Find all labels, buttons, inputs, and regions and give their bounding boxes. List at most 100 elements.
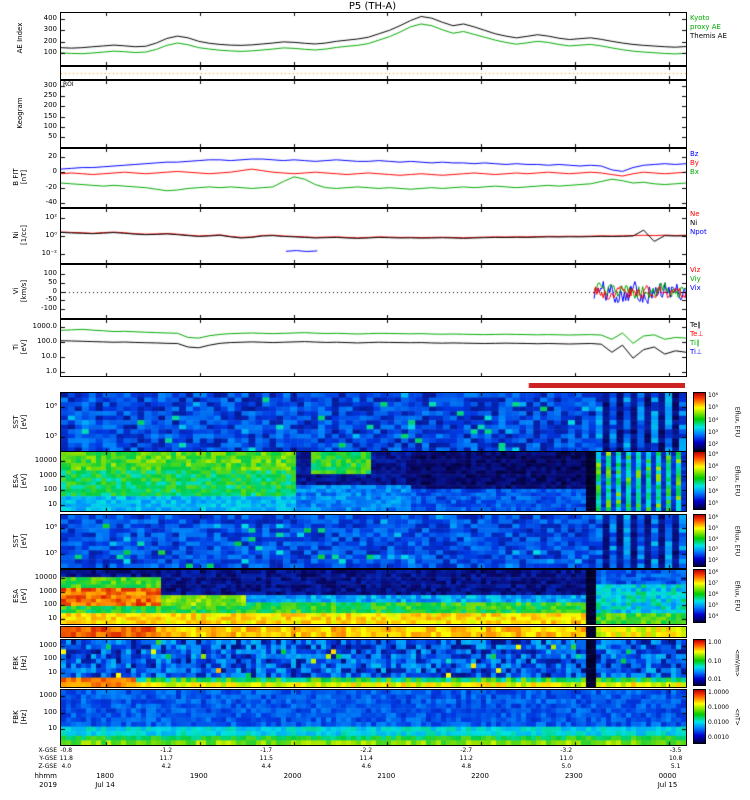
hour-tick-label: 1800: [96, 772, 114, 780]
ytick-label: 10: [48, 614, 57, 622]
coord-row-Z-GSE: Z-GSE 4.0 4.2 4.4 4.6 4.8 5.0 5.1: [0, 763, 750, 771]
ytick-label: 250: [43, 91, 57, 99]
plot-canvas-esa-i-strip: [60, 626, 687, 638]
series-label-ti-2: Ti∥: [690, 339, 700, 347]
plot-canvas-fbk-b: [60, 689, 687, 746]
series-label-ae-0: Kyoto: [690, 14, 710, 22]
date-start-label: Jul 14: [95, 781, 115, 789]
colorbar-tick: 10⁹: [708, 451, 719, 458]
hour-tick-label: 1900: [189, 772, 208, 780]
colorbar-tick: 0.10: [708, 658, 722, 665]
ytick-label: 1000: [39, 641, 57, 649]
colorbar-tick: 10⁸: [708, 463, 719, 470]
hour-tick-label: 2300: [564, 772, 583, 780]
coord-value: 11.0: [559, 755, 573, 762]
panel-sst-i: SST [eV] 10⁶ 10⁵ 10⁶ 10⁵ 10⁴ 10³ 10² Eflux, EFU: [0, 514, 750, 569]
ytick-label: 150: [43, 112, 57, 120]
plot-canvas-sst-i: [60, 514, 687, 569]
colorbar-tick: 10²: [708, 441, 719, 448]
ytick-label: 1000: [39, 691, 57, 699]
plot-canvas-sst-e: [60, 392, 687, 453]
axis-label-sst-i: SST [eV]: [12, 533, 28, 548]
ytick-label: 300: [43, 25, 57, 33]
plot-canvas-fbk-e: [60, 639, 687, 688]
ytick-label: 100: [43, 600, 57, 608]
series-label-bfit-2: Bx: [690, 168, 699, 176]
ytick-label: 50: [48, 132, 57, 140]
colorbar-tick: 10⁵: [708, 525, 719, 532]
ytick-label: 10: [48, 724, 57, 732]
hhmm-label: hhmm: [34, 772, 57, 780]
colorbar-unit-label: <mV/m>: [733, 648, 741, 677]
ytick-label: 100: [43, 122, 57, 130]
colorbar-tick: 10⁶: [708, 514, 719, 521]
ytick-label: 10⁵: [45, 432, 57, 440]
colorbar-unit-label: Eflux, EFU: [733, 525, 741, 556]
hhmm-row: hhmm 1800 1900 2000 2100 2200 2300 0000: [0, 772, 750, 780]
colorbar-tick: 10⁷: [708, 580, 719, 587]
panel-ti: Ti [eV] 1000.0 100.0 10.0 1.0 Te∥ Te⊥ Ti∥ Ti⊥: [0, 319, 750, 377]
colorbar-tick: 10⁷: [708, 476, 719, 483]
coord-value: 11.7: [159, 755, 173, 762]
year-label: 2019: [39, 781, 57, 789]
ytick-label: -20: [45, 183, 57, 191]
ytick-label: 100: [43, 654, 57, 662]
plot-canvas-esa-e: [60, 451, 687, 512]
time-axis: X-GSE -0.8 -1.2 -1.7 -2.2 -2.7 -3.2 -3.5 Y-GSE 11…: [0, 747, 750, 799]
ytick-label: 100.0: [36, 337, 57, 345]
series-label-ti-0: Te∥: [690, 321, 701, 329]
colorbar-unit-label: Eflux, EFU: [733, 406, 741, 437]
series-label-bfit-1: By: [690, 159, 699, 167]
coord-row-label: Z-GSE: [38, 763, 57, 770]
ytick-label: 10: [48, 500, 57, 508]
ytick-label: 1000.0: [32, 322, 58, 330]
page-title: P5 (TH-A): [348, 1, 397, 12]
colorbar-tick: 10⁶: [708, 392, 719, 399]
plot-canvas-roi-bar: [60, 383, 685, 388]
coord-value: -2.2: [360, 747, 373, 754]
coord-value: 11.4: [359, 755, 373, 762]
ytick-label: 10000: [34, 456, 57, 464]
series-label-bfit-0: Bz: [690, 150, 699, 158]
colorbar-sst-i: [693, 514, 706, 567]
series-label-ae-2: Themis AE: [690, 32, 727, 40]
ytick-label: 100: [43, 485, 57, 493]
series-label-ae-1: proxy AE: [690, 23, 721, 31]
ytick-label: 10: [48, 668, 57, 676]
colorbar-esa-i: [693, 569, 706, 623]
colorbar-tick: 10⁴: [708, 613, 719, 620]
coord-value: 11.8: [59, 755, 73, 762]
coord-value: 4.6: [361, 763, 372, 770]
ytick-label: 0: [52, 287, 57, 295]
coord-value: -1.2: [160, 747, 173, 754]
colorbar-sst-e: [693, 392, 706, 451]
ytick-label: 200: [43, 37, 57, 45]
colorbar-tick: 0.1000: [708, 704, 729, 711]
plot-canvas-esa-i: [60, 569, 687, 625]
plot-canvas-ae-coverage: [60, 66, 687, 80]
plot-canvas-ti: [60, 319, 687, 377]
coord-value: -2.7: [460, 747, 473, 754]
coord-value: -3.2: [560, 747, 573, 754]
coord-value: 11.5: [259, 755, 273, 762]
plot-canvas-keogram: [60, 80, 687, 148]
date-row: 2019 Jul 14 Jul 15: [0, 781, 750, 789]
coord-row-label: Y-GSE: [39, 755, 57, 762]
colorbar-tick: 10⁶: [708, 488, 719, 495]
colorbar-tick: 10⁵: [708, 404, 719, 411]
plot-canvas-ni: [60, 208, 687, 264]
panel-ae: AE Index 400 300 200 100 Kyoto proxy AE Themis …: [0, 12, 750, 66]
ytick-label: 200: [43, 101, 57, 109]
panel-sst-e: SST [eV] 10⁶ 10⁵ 10⁶ 10⁵ 10⁴ 10³ 10² Eflux, EFU: [0, 392, 750, 453]
panel-vi: Vi [km/s] 100 50 0 -50 -100 Viz Viy Vix: [0, 264, 750, 319]
coord-value: 5.1: [670, 763, 681, 770]
ytick-label: 1000: [39, 471, 57, 479]
hour-tick-label: 0000: [658, 772, 677, 780]
coord-value: 4.4: [261, 763, 272, 770]
ytick-label: 10⁶: [45, 523, 57, 531]
panel-fbk-b: FBK [Hz] 1000 100 10 1.0000 0.1000 0.0100 0.0010…: [0, 689, 750, 746]
ytick-label: 10²: [45, 213, 57, 221]
annotation-keogram: ROI: [63, 81, 74, 88]
date-end-label: Jul 15: [657, 781, 678, 789]
colorbar-tick: 0.0100: [708, 719, 729, 726]
